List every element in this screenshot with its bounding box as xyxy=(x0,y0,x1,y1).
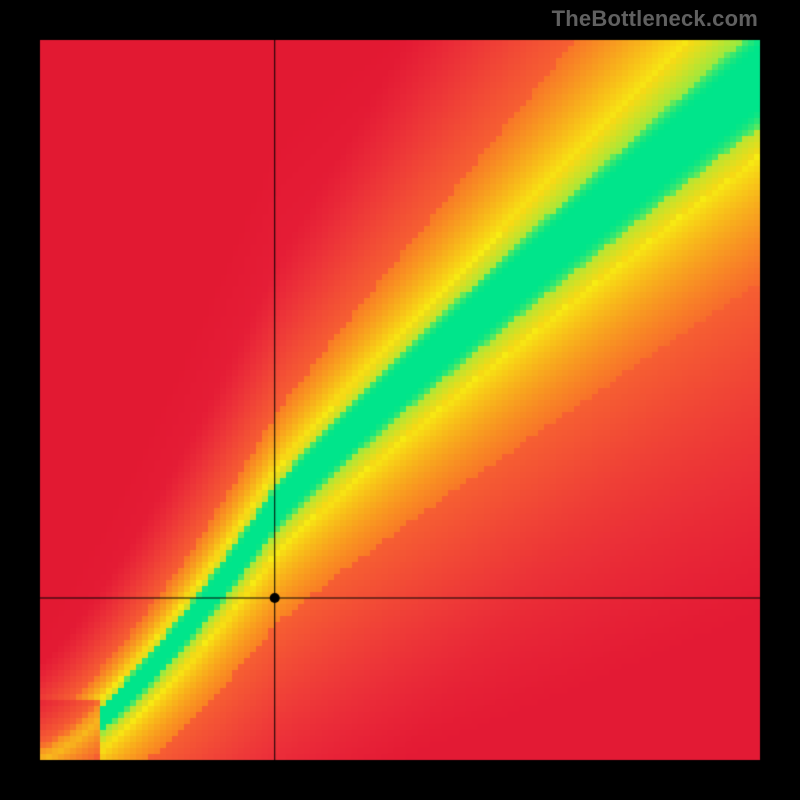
bottleneck-heatmap-canvas xyxy=(0,0,800,800)
watermark-text: TheBottleneck.com xyxy=(552,6,758,32)
chart-container: TheBottleneck.com xyxy=(0,0,800,800)
